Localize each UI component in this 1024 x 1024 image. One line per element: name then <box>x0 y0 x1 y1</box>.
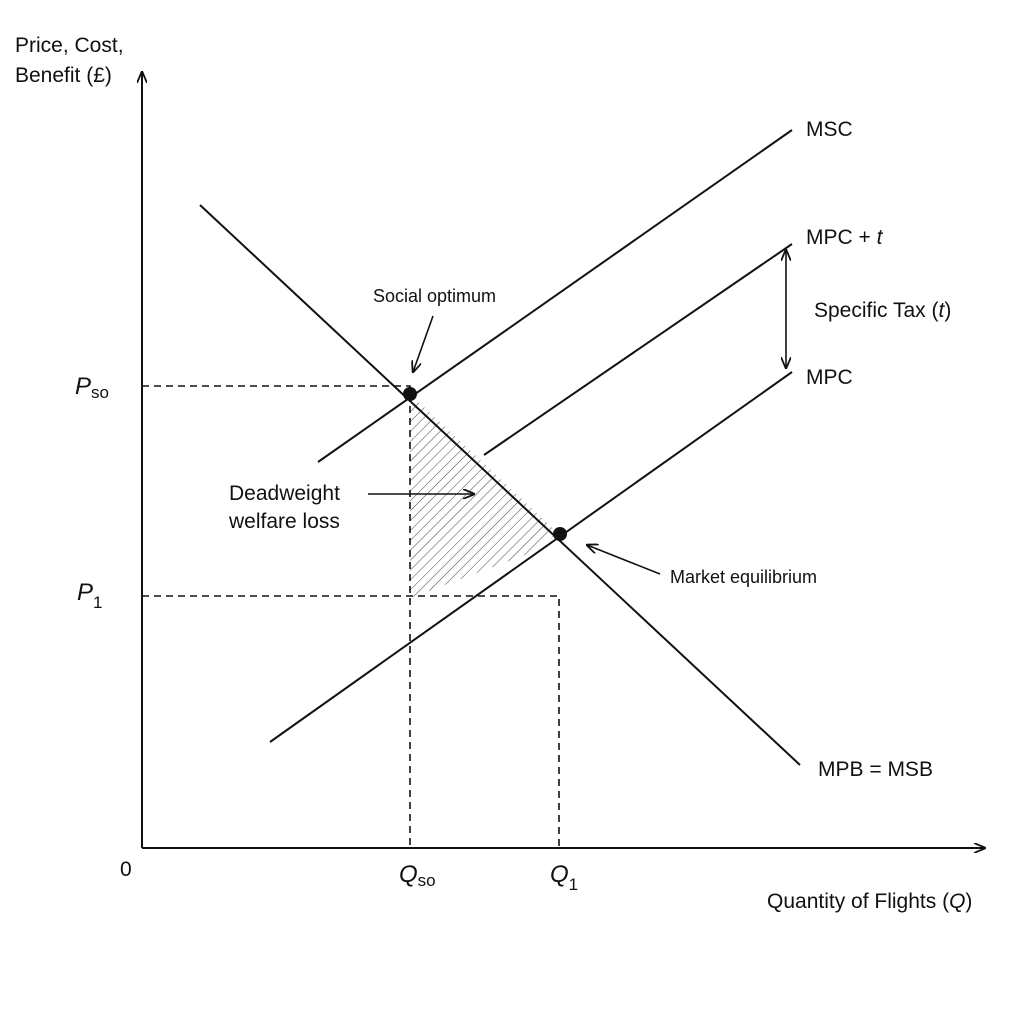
variable: t <box>877 226 884 249</box>
y-axis-label: Price, Cost, <box>15 34 124 57</box>
annotation: Deadweight <box>229 482 340 505</box>
mpc-curve <box>269 371 793 743</box>
price-label: Pso <box>75 373 109 402</box>
msc-curve <box>317 129 793 463</box>
subscript: 1 <box>569 875 578 894</box>
curve-label: MPB = MSB <box>818 758 933 781</box>
mpc-t-curve <box>483 243 793 456</box>
symbol: Q <box>550 861 569 888</box>
guide <box>142 595 560 848</box>
quantity-label: Qso <box>399 861 436 890</box>
quantity-label: Q1 <box>550 861 578 894</box>
equilibrium-point <box>553 527 567 541</box>
symbol: P <box>75 373 91 400</box>
curve-label: MSC <box>806 118 853 141</box>
text: Quantity of Flights ( <box>767 890 949 913</box>
variable: Q <box>949 890 965 913</box>
text: Specific Tax ( <box>814 299 939 322</box>
variable: t <box>939 299 946 322</box>
tax-label: Specific Tax (t) <box>814 299 951 322</box>
text: MPC + <box>806 226 877 249</box>
demand-curve <box>199 204 801 766</box>
arrow <box>413 315 434 372</box>
social-optimum-point <box>403 387 417 401</box>
text: ) <box>965 890 972 913</box>
annotation: welfare loss <box>228 510 340 533</box>
y-axis-label: Benefit (£) <box>15 64 112 87</box>
subscript: so <box>418 871 436 890</box>
subscript: 1 <box>93 593 102 612</box>
symbol: Q <box>399 861 418 888</box>
price-label: P1 <box>77 579 102 612</box>
annotation: Market equilibrium <box>670 567 817 587</box>
curve-label: MPC + t <box>806 226 884 249</box>
annotation: Social optimum <box>373 286 496 306</box>
subscript: so <box>91 383 109 402</box>
x-axis-label: Quantity of Flights (Q) <box>767 890 972 913</box>
arrow <box>587 545 661 575</box>
text: ) <box>944 299 951 322</box>
deadweight-area <box>410 394 558 598</box>
origin-label: 0 <box>120 858 132 881</box>
guide <box>142 385 411 848</box>
symbol: P <box>77 579 93 606</box>
curve-label: MPC <box>806 366 853 389</box>
